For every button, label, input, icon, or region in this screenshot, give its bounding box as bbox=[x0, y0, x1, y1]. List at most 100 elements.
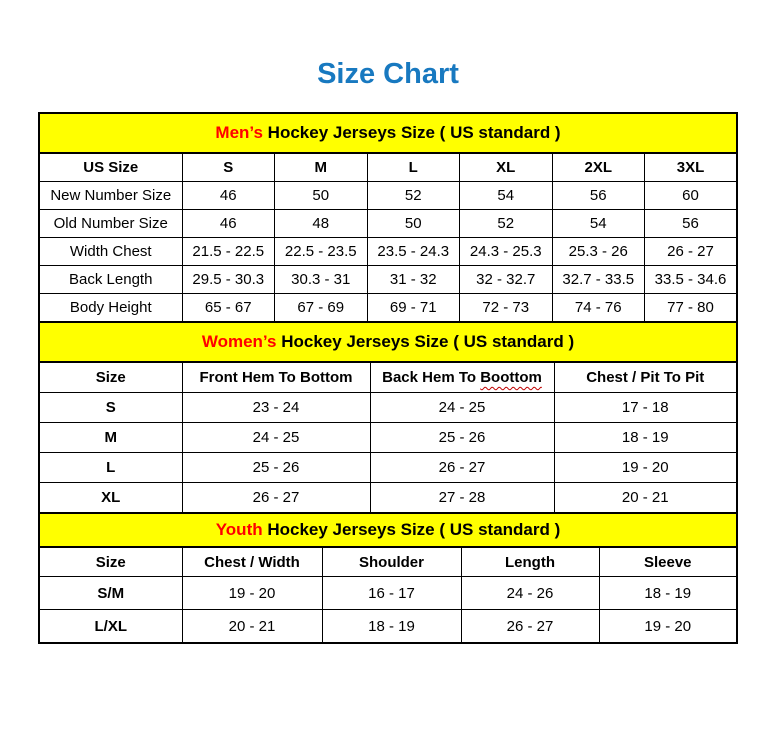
size-cell: 52 bbox=[459, 209, 553, 238]
column-header: US Size bbox=[38, 152, 183, 182]
size-tables: Men’s Hockey Jerseys Size ( US standard … bbox=[38, 112, 738, 644]
column-header: Size bbox=[38, 546, 183, 577]
youth-column-header-row: Size Chest / Width Shoulder Length Sleeve bbox=[38, 546, 738, 577]
size-cell: 18 - 19 bbox=[598, 576, 738, 610]
section-name-highlight: Youth bbox=[215, 520, 263, 539]
size-cell: 56 bbox=[551, 181, 645, 210]
column-header: M bbox=[274, 152, 368, 182]
table-row: S/M 19 - 20 16 - 17 24 - 26 18 - 19 bbox=[38, 576, 738, 610]
youth-size-table: Youth Hockey Jerseys Size ( US standard … bbox=[38, 512, 738, 644]
size-cell: 30.3 - 31 bbox=[274, 265, 368, 294]
size-cell: 72 - 73 bbox=[459, 293, 553, 323]
mens-size-table-body: Men’s Hockey Jerseys Size ( US standard … bbox=[38, 112, 738, 323]
size-cell: 31 - 32 bbox=[366, 265, 460, 294]
youth-section-header-row: Youth Hockey Jerseys Size ( US standard … bbox=[38, 512, 738, 548]
section-name-rest: Hockey Jerseys Size ( US standard ) bbox=[262, 520, 561, 539]
section-name-rest: Hockey Jerseys Size ( US standard ) bbox=[276, 332, 575, 351]
size-cell: 52 bbox=[366, 181, 460, 210]
size-cell: 23.5 - 24.3 bbox=[366, 237, 460, 266]
table-row: S 23 - 24 24 - 25 17 - 18 bbox=[38, 392, 738, 423]
column-header: Sleeve bbox=[598, 546, 738, 577]
size-cell: 25 - 26 bbox=[369, 422, 555, 453]
table-row: Body Height 65 - 67 67 - 69 69 - 71 72 - 73 7… bbox=[38, 293, 738, 323]
size-cell: 25.3 - 26 bbox=[551, 237, 645, 266]
table-row: Back Length 29.5 - 30.3 30.3 - 31 31 - 32 32… bbox=[38, 265, 738, 294]
size-cell: 54 bbox=[459, 181, 553, 210]
size-cell: 26 - 27 bbox=[460, 609, 600, 644]
row-label: Body Height bbox=[38, 293, 183, 323]
mens-section-title: Men’s Hockey Jerseys Size ( US standard … bbox=[38, 112, 738, 154]
size-cell: 29.5 - 30.3 bbox=[181, 265, 275, 294]
size-cell: 18 - 19 bbox=[553, 422, 738, 453]
column-header: Size bbox=[38, 361, 183, 393]
table-row: New Number Size 46 50 52 54 56 60 bbox=[38, 181, 738, 210]
youth-section-title: Youth Hockey Jerseys Size ( US standard … bbox=[38, 512, 738, 548]
size-cell: 33.5 - 34.6 bbox=[644, 265, 738, 294]
size-cell: 77 - 80 bbox=[644, 293, 738, 323]
size-cell: 20 - 21 bbox=[553, 482, 738, 514]
size-cell: 26 - 27 bbox=[181, 482, 371, 514]
size-cell: 24 - 26 bbox=[460, 576, 600, 610]
size-cell: 32 - 32.7 bbox=[459, 265, 553, 294]
size-cell: 27 - 28 bbox=[369, 482, 555, 514]
column-header: 3XL bbox=[644, 152, 738, 182]
mens-column-header-row: US Size S M L XL 2XL 3XL bbox=[38, 152, 738, 182]
size-cell: 26 - 27 bbox=[369, 452, 555, 483]
womens-size-table-body: Women’s Hockey Jerseys Size ( US standar… bbox=[38, 321, 738, 514]
size-cell: 25 - 26 bbox=[181, 452, 371, 483]
size-cell: 18 - 19 bbox=[321, 609, 462, 644]
column-header: S bbox=[181, 152, 275, 182]
column-header: 2XL bbox=[551, 152, 645, 182]
column-header: Chest / Width bbox=[181, 546, 323, 577]
womens-size-table: Women’s Hockey Jerseys Size ( US standar… bbox=[38, 321, 738, 514]
column-header: Length bbox=[460, 546, 600, 577]
section-name-highlight: Women’s bbox=[201, 332, 277, 351]
column-header: Front Hem To Bottom bbox=[181, 361, 371, 393]
size-cell: 48 bbox=[274, 209, 368, 238]
row-label: Width Chest bbox=[38, 237, 183, 266]
mens-size-table: Men’s Hockey Jerseys Size ( US standard … bbox=[38, 112, 738, 323]
column-header: Chest / Pit To Pit bbox=[553, 361, 738, 393]
womens-column-header-row: Size Front Hem To Bottom Back Hem To Boott… bbox=[38, 361, 738, 393]
size-cell: 32.7 - 33.5 bbox=[551, 265, 645, 294]
size-cell: 74 - 76 bbox=[551, 293, 645, 323]
womens-section-title: Women’s Hockey Jerseys Size ( US standar… bbox=[38, 321, 738, 363]
section-name-highlight: Men’s bbox=[215, 123, 263, 142]
row-label: S bbox=[38, 392, 183, 423]
size-cell: 19 - 20 bbox=[553, 452, 738, 483]
table-row: L/XL 20 - 21 18 - 19 26 - 27 19 - 20 bbox=[38, 609, 738, 644]
table-row: Width Chest 21.5 - 22.5 22.5 - 23.5 23.5 - … bbox=[38, 237, 738, 266]
size-cell: 20 - 21 bbox=[181, 609, 323, 644]
size-cell: 67 - 69 bbox=[274, 293, 368, 323]
size-cell: 69 - 71 bbox=[366, 293, 460, 323]
row-label: Old Number Size bbox=[38, 209, 183, 238]
row-label: Back Length bbox=[38, 265, 183, 294]
size-cell: 26 - 27 bbox=[644, 237, 738, 266]
table-row: L 25 - 26 26 - 27 19 - 20 bbox=[38, 452, 738, 483]
row-label: L bbox=[38, 452, 183, 483]
page-title: Size Chart bbox=[317, 58, 459, 90]
column-header: Shoulder bbox=[321, 546, 462, 577]
row-label: New Number Size bbox=[38, 181, 183, 210]
size-cell: 21.5 - 22.5 bbox=[181, 237, 275, 266]
size-cell: 60 bbox=[644, 181, 738, 210]
size-cell: 56 bbox=[644, 209, 738, 238]
table-row: Old Number Size 46 48 50 52 54 56 bbox=[38, 209, 738, 238]
size-cell: 24.3 - 25.3 bbox=[459, 237, 553, 266]
row-label: M bbox=[38, 422, 183, 453]
row-label: L/XL bbox=[38, 609, 183, 644]
column-header: L bbox=[366, 152, 460, 182]
size-cell: 65 - 67 bbox=[181, 293, 275, 323]
size-cell: 24 - 25 bbox=[369, 392, 555, 423]
size-cell: 50 bbox=[366, 209, 460, 238]
youth-size-table-body: Youth Hockey Jerseys Size ( US standard … bbox=[38, 512, 738, 644]
size-cell: 50 bbox=[274, 181, 368, 210]
size-cell: 46 bbox=[181, 209, 275, 238]
size-cell: 19 - 20 bbox=[598, 609, 738, 644]
table-row: M 24 - 25 25 - 26 18 - 19 bbox=[38, 422, 738, 453]
row-label: S/M bbox=[38, 576, 183, 610]
size-cell: 54 bbox=[551, 209, 645, 238]
section-name-rest: Hockey Jerseys Size ( US standard ) bbox=[262, 123, 561, 142]
size-cell: 17 - 18 bbox=[553, 392, 738, 423]
column-header: XL bbox=[459, 152, 553, 182]
